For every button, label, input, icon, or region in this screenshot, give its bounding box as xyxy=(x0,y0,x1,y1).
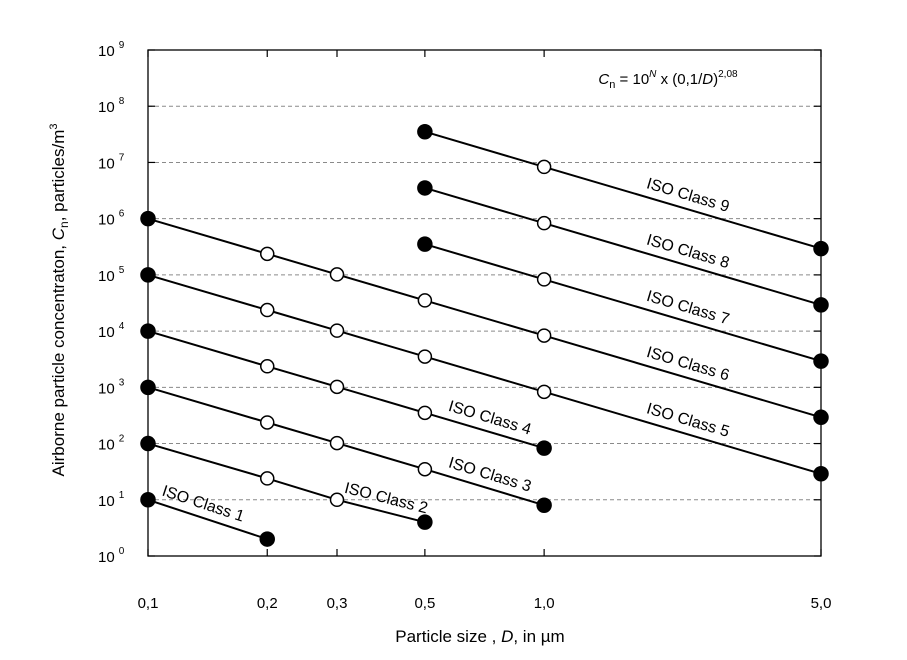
data-point xyxy=(536,215,552,231)
x-tick-label: 5,0 xyxy=(811,595,832,612)
y-tick-label: 10 7 xyxy=(98,152,125,172)
x-tick-label: 0,1 xyxy=(138,595,159,612)
y-tick-label: 10 8 xyxy=(98,96,125,116)
data-point xyxy=(329,379,345,395)
data-point xyxy=(536,497,552,513)
data-point xyxy=(259,471,275,486)
data-point xyxy=(417,405,433,421)
tick-marks xyxy=(147,49,822,557)
y-tick-label: 10 6 xyxy=(98,209,125,229)
data-point xyxy=(417,349,433,364)
y-tick-label: 10 4 xyxy=(98,321,125,341)
x-tick-label: 0,3 xyxy=(327,595,348,612)
data-point xyxy=(329,323,345,338)
data-point xyxy=(417,123,433,140)
series-line-iso-class-9 xyxy=(424,130,822,250)
data-point xyxy=(329,267,345,282)
y-axis-label: Airborne particle concentraton, Cn, part… xyxy=(48,124,71,477)
y-tick-label: 10 1 xyxy=(98,490,125,510)
y-tick-label: 10 9 xyxy=(98,40,125,60)
data-point xyxy=(259,415,275,430)
data-point xyxy=(536,272,552,287)
data-point xyxy=(259,531,275,547)
series-line-iso-class-2 xyxy=(147,442,426,524)
x-tick-label: 0,2 xyxy=(257,595,278,612)
x-tick-label: 1,0 xyxy=(534,595,555,612)
data-point xyxy=(259,302,275,318)
x-axis-label: Particle size , D, in µm xyxy=(395,627,564,646)
data-point xyxy=(417,180,433,196)
formula-annotation: Cn = 10N x (0,1/D)2,08 xyxy=(598,69,738,91)
grid-lines xyxy=(148,105,821,501)
y-tick-label: 10 3 xyxy=(98,377,125,397)
series-line-iso-class-4 xyxy=(147,330,545,450)
series-line-iso-class-6 xyxy=(147,217,822,419)
series-line-iso-class-5 xyxy=(147,273,822,475)
data-point xyxy=(417,293,433,308)
data-point xyxy=(329,435,345,451)
data-point xyxy=(536,328,552,343)
x-tick-label: 0,5 xyxy=(414,595,435,612)
plot-frame xyxy=(147,49,822,557)
data-point xyxy=(417,236,433,252)
y-tick-label: 10 5 xyxy=(98,265,125,285)
data-point xyxy=(536,440,552,456)
data-point xyxy=(536,159,552,175)
series-markers xyxy=(140,123,829,547)
y-tick-label: 10 0 xyxy=(98,546,125,566)
data-point xyxy=(536,384,552,400)
data-point xyxy=(329,492,345,508)
series-line-iso-class-1 xyxy=(147,498,268,541)
series-line-iso-class-8 xyxy=(424,186,822,306)
series-line-iso-class-7 xyxy=(424,243,822,363)
data-point xyxy=(259,246,275,262)
series-label-iso-class-1: ISO Class 1 xyxy=(160,483,246,526)
data-point xyxy=(417,514,433,530)
data-point xyxy=(417,461,433,477)
data-point xyxy=(259,359,275,374)
y-tick-label: 10 2 xyxy=(98,434,125,454)
